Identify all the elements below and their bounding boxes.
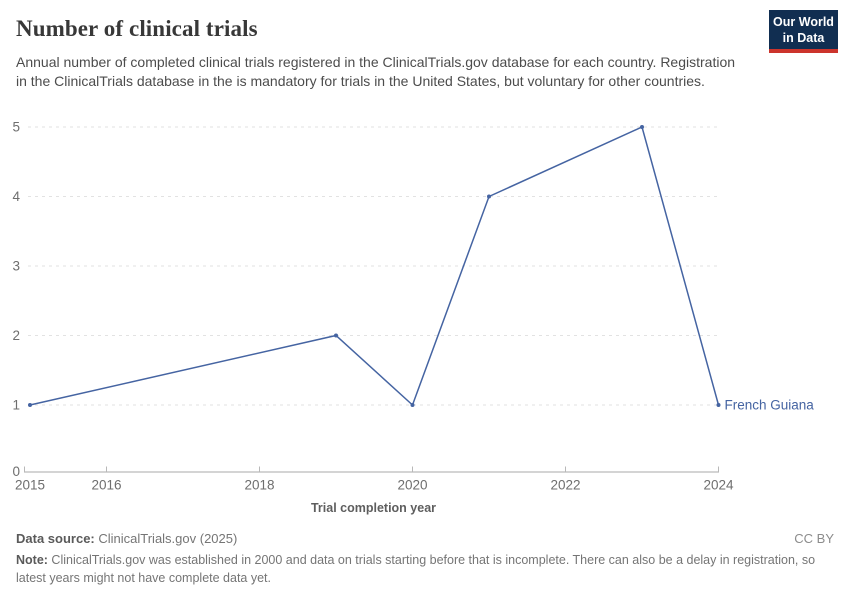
y-tick-label-1: 1 xyxy=(12,398,20,413)
x-tick-label-2016: 2016 xyxy=(91,478,121,493)
source-row: Data source: ClinicalTrials.gov (2025) C… xyxy=(16,531,834,546)
series-label-french-guiana: French Guiana xyxy=(725,398,815,413)
data-point-2021[interactable] xyxy=(487,194,491,199)
data-source: Data source: ClinicalTrials.gov (2025) xyxy=(16,531,237,546)
y-tick-label-3: 3 xyxy=(12,259,20,274)
page-title: Number of clinical trials xyxy=(16,16,258,41)
note-value: ClinicalTrials.gov was established in 20… xyxy=(16,553,816,585)
x-tick-label-2020: 2020 xyxy=(397,478,427,493)
owid-logo[interactable]: Our World in Data xyxy=(769,10,838,53)
y-tick-label-2: 2 xyxy=(12,328,20,343)
chart-footer: Data source: ClinicalTrials.gov (2025) C… xyxy=(16,531,834,587)
data-point-2024[interactable] xyxy=(716,403,721,407)
x-tick-label-2018: 2018 xyxy=(244,478,274,493)
y-tick-label-5: 5 xyxy=(12,120,20,135)
series-line-french-guiana[interactable] xyxy=(29,125,720,407)
owid-logo-line2: in Data xyxy=(782,31,825,45)
chart-subtitle: Annual number of completed clinical tria… xyxy=(16,54,736,89)
note-label: Note: xyxy=(16,553,48,567)
note-row: Note: ClinicalTrials.gov was established… xyxy=(16,551,834,587)
y-tick-label-0: 0 xyxy=(12,464,20,479)
data-point-2015[interactable] xyxy=(28,403,32,407)
y-tick-label-4: 4 xyxy=(12,189,20,204)
x-tick-label-2024: 2024 xyxy=(703,478,734,493)
data-point-2023[interactable] xyxy=(640,125,644,129)
owid-logo-stripe xyxy=(769,49,838,53)
x-tick-label-2022: 2022 xyxy=(550,478,580,493)
data-source-value: ClinicalTrials.gov (2025) xyxy=(94,531,238,546)
data-point-2020[interactable] xyxy=(410,403,415,407)
owid-logo-text: Our World in Data xyxy=(769,10,838,49)
data-source-label: Data source: xyxy=(16,531,95,546)
x-tick-label-2015: 2015 xyxy=(15,478,45,493)
x-axis-title: Trial completion year xyxy=(311,501,436,515)
owid-logo-line1: Our World xyxy=(773,15,834,29)
data-point-2019[interactable] xyxy=(334,333,338,338)
license-badge: CC BY xyxy=(794,531,834,546)
